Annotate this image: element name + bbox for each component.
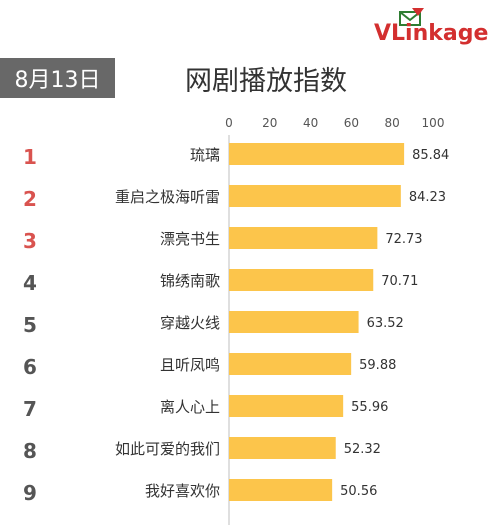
rank-number: 7 <box>23 397 37 421</box>
value-label: 70.71 <box>381 274 418 289</box>
vlinkage-logo: VLinkage <box>360 8 495 53</box>
rank-number: 4 <box>23 271 37 295</box>
bar-chart: 0 20 40 60 80 100 1 琉璃 85.84 2 重启之极海听雷 84.23 3 漂亮书生 72… <box>23 116 449 525</box>
category-label: 且听凤鸣 <box>160 356 220 374</box>
rank-number: 1 <box>23 145 37 169</box>
rank-number: 3 <box>23 229 37 253</box>
value-label: 50.56 <box>340 484 377 499</box>
rank-number: 9 <box>23 481 37 505</box>
x-tick-label: 0 <box>225 116 233 130</box>
bar <box>229 311 359 333</box>
bar <box>229 353 352 375</box>
x-tick-label: 20 <box>262 116 277 130</box>
category-label: 我好喜欢你 <box>145 482 220 500</box>
x-tick-label: 80 <box>385 116 400 130</box>
bar <box>229 395 344 417</box>
bar <box>229 143 405 165</box>
bar <box>229 185 401 207</box>
value-label: 55.96 <box>351 400 388 415</box>
category-label: 锦绣南歌 <box>160 272 220 290</box>
category-label: 如此可爱的我们 <box>115 440 220 458</box>
bar <box>229 437 336 459</box>
brand-name: VLinkage <box>374 21 489 46</box>
category-label: 离人心上 <box>160 398 220 416</box>
value-label: 63.52 <box>367 316 404 331</box>
x-tick-label: 40 <box>303 116 318 130</box>
bar <box>229 227 378 249</box>
value-label: 85.84 <box>412 148 449 163</box>
category-label: 重启之极海听雷 <box>115 188 220 206</box>
rank-number: 8 <box>23 439 37 463</box>
category-label: 穿越火线 <box>160 314 220 332</box>
bar <box>229 479 333 501</box>
chart-title: 网剧播放指数 <box>185 65 347 97</box>
value-label: 84.23 <box>409 190 446 205</box>
category-label: 漂亮书生 <box>160 230 220 248</box>
rank-number: 5 <box>23 313 37 337</box>
rank-number: 6 <box>23 355 37 379</box>
x-tick-label: 100 <box>422 116 445 130</box>
value-label: 72.73 <box>385 232 422 247</box>
x-tick-label: 60 <box>344 116 359 130</box>
rank-number: 2 <box>23 187 37 211</box>
date-badge: 8月13日 <box>0 58 115 98</box>
bar <box>229 269 374 291</box>
category-label: 琉璃 <box>190 146 220 164</box>
envelope-logo-icon <box>399 8 424 26</box>
value-label: 52.32 <box>344 442 381 457</box>
value-label: 59.88 <box>359 358 396 373</box>
